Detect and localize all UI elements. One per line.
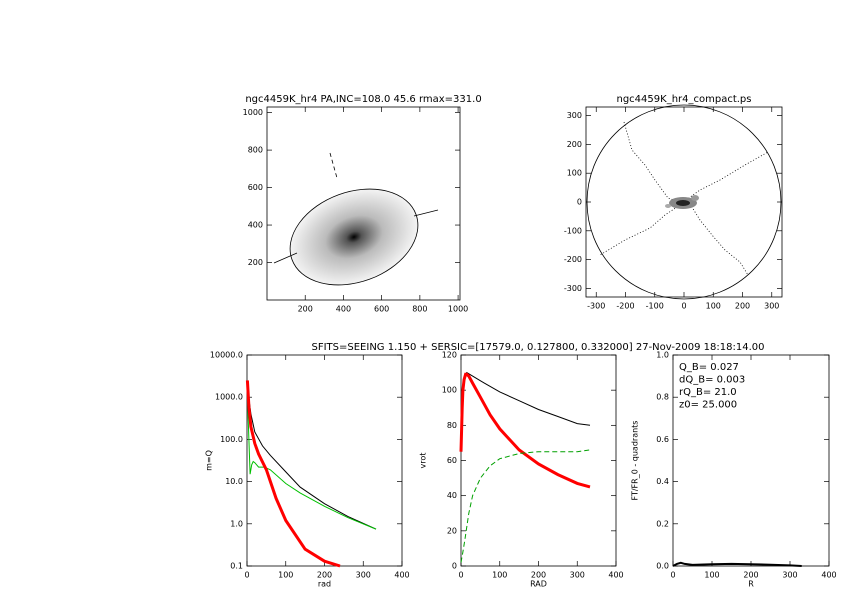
series-line bbox=[246, 384, 377, 530]
series-line bbox=[672, 561, 802, 567]
x-tick-label: 300 bbox=[356, 571, 371, 580]
x-tick-label: 200 bbox=[298, 305, 313, 314]
y-tick-label: 100 bbox=[567, 169, 582, 178]
y-tick-label: 100.0 bbox=[220, 435, 243, 444]
annotation: rQ_B= 21.0 bbox=[679, 387, 737, 398]
panel-title: ngc4459K_hr4_compact.ps bbox=[617, 94, 752, 105]
x-tick-label: 200 bbox=[735, 302, 750, 311]
y-tick-label: 300 bbox=[567, 111, 582, 120]
x-tick-label: 0 bbox=[670, 571, 675, 580]
x-tick-label: -100 bbox=[646, 302, 664, 311]
x-tick-label: 400 bbox=[394, 571, 409, 580]
y-axis-label: FT/FR_0 - quadrants bbox=[631, 421, 640, 501]
galaxy-image bbox=[273, 152, 439, 286]
y-tick-label: 0.2 bbox=[656, 519, 669, 528]
annotation: dQ_B= 0.003 bbox=[679, 375, 745, 386]
y-tick-label: 0.6 bbox=[656, 435, 669, 444]
x-tick-label: 100 bbox=[704, 571, 719, 580]
y-tick-label: 80 bbox=[447, 421, 457, 430]
x-axis-label: rad bbox=[318, 580, 331, 589]
y-tick-label: 400 bbox=[248, 221, 263, 230]
x-tick-label: 100 bbox=[706, 302, 721, 311]
y-axis-label: vrot bbox=[419, 453, 428, 469]
y-tick-label: 1000 bbox=[243, 108, 263, 117]
x-tick-label: 200 bbox=[317, 571, 332, 580]
plot-frame bbox=[246, 354, 403, 567]
y-tick-label: 60 bbox=[447, 456, 457, 465]
plot-frame bbox=[460, 354, 617, 567]
y-tick-label: -300 bbox=[564, 284, 582, 293]
x-tick-label: 300 bbox=[764, 302, 779, 311]
series-line bbox=[459, 372, 591, 489]
series-line bbox=[245, 380, 341, 568]
y-tick-label: 800 bbox=[248, 146, 263, 155]
y-tick-label: 1.0 bbox=[230, 519, 243, 528]
y-tick-label: 200 bbox=[567, 140, 582, 149]
x-tick-label: 300 bbox=[782, 571, 797, 580]
x-tick-label: 400 bbox=[336, 305, 351, 314]
y-tick-label: 10000.0 bbox=[210, 351, 243, 360]
x-tick-label: 100 bbox=[492, 571, 507, 580]
x-axis-label: R bbox=[748, 580, 754, 589]
y-tick-label: 100 bbox=[442, 386, 457, 395]
x-tick-label: 800 bbox=[412, 305, 427, 314]
figure-title: SFITS=SEEING 1.150 + SERSIC=[17579.0, 0.… bbox=[312, 342, 765, 353]
y-axis-label: m=Q bbox=[205, 450, 214, 471]
y-tick-label: 0.0 bbox=[656, 562, 669, 571]
x-tick-label: 300 bbox=[570, 571, 585, 580]
y-tick-label: 200 bbox=[248, 258, 263, 267]
y-tick-label: 0.4 bbox=[656, 477, 669, 486]
annotation: Q_B= 0.027 bbox=[679, 362, 739, 373]
y-tick-label: 1.0 bbox=[656, 351, 669, 360]
compact-image bbox=[586, 104, 782, 300]
x-tick-label: 0 bbox=[681, 302, 686, 311]
y-tick-label: 120 bbox=[442, 351, 457, 360]
y-tick-label: -200 bbox=[564, 255, 582, 264]
plot-frame bbox=[266, 106, 461, 301]
y-tick-label: 1000.0 bbox=[215, 393, 243, 402]
x-tick-label: 200 bbox=[743, 571, 758, 580]
series-line bbox=[460, 371, 591, 452]
y-tick-label: 0.8 bbox=[656, 393, 669, 402]
y-tick-label: 10.0 bbox=[225, 477, 243, 486]
annotation: z0= 25.000 bbox=[679, 400, 737, 411]
x-tick-label: 0 bbox=[458, 571, 463, 580]
x-tick-label: -300 bbox=[587, 302, 605, 311]
y-tick-label: 0.1 bbox=[230, 562, 243, 571]
panel-title: ngc4459K_hr4 PA,INC=108.0 45.6 rmax=331.… bbox=[245, 94, 481, 105]
x-tick-label: 0 bbox=[244, 571, 249, 580]
x-tick-label: 1000 bbox=[448, 305, 468, 314]
series-line bbox=[246, 384, 377, 530]
y-tick-label: -100 bbox=[564, 226, 582, 235]
x-tick-label: 100 bbox=[278, 571, 293, 580]
x-tick-label: 400 bbox=[608, 571, 623, 580]
y-tick-label: 0 bbox=[577, 198, 582, 207]
x-tick-label: 400 bbox=[821, 571, 836, 580]
x-axis-label: RAD bbox=[530, 580, 547, 589]
series-line bbox=[460, 449, 591, 563]
y-tick-label: 40 bbox=[447, 491, 457, 500]
y-tick-label: 20 bbox=[447, 526, 457, 535]
y-tick-label: 600 bbox=[248, 183, 263, 192]
x-tick-label: 600 bbox=[374, 305, 389, 314]
x-tick-label: 200 bbox=[531, 571, 546, 580]
y-tick-label: 0 bbox=[452, 562, 457, 571]
x-tick-label: -200 bbox=[616, 302, 634, 311]
